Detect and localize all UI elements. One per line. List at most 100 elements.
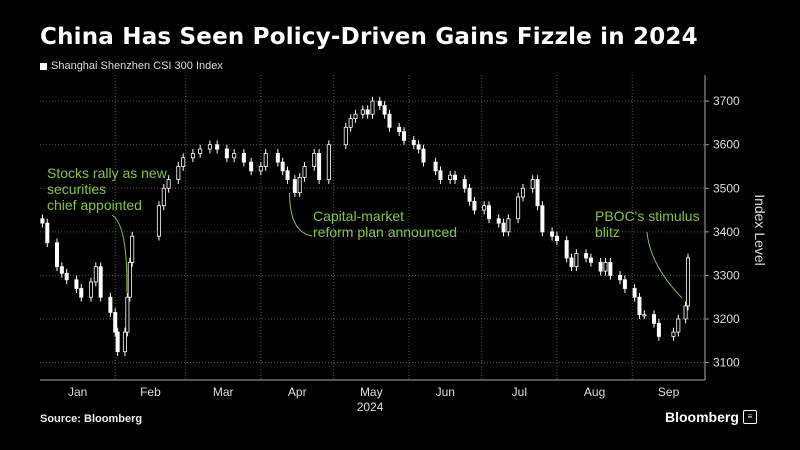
candle-body <box>54 242 59 268</box>
candle-body <box>64 272 69 281</box>
candle-body <box>438 170 443 180</box>
annotation-leader-line <box>111 214 128 293</box>
y-tick-label: 3700 <box>713 94 740 108</box>
candle-body <box>190 153 195 159</box>
candle-body <box>161 187 166 207</box>
candle-body <box>98 266 103 298</box>
candle-body <box>618 275 623 281</box>
candle-body <box>297 176 302 194</box>
candle-body <box>652 314 657 324</box>
y-tick-label: 3400 <box>713 225 740 239</box>
candle-body <box>598 261 603 272</box>
candle-body <box>387 113 392 128</box>
y-tick-label: 3200 <box>713 312 740 326</box>
x-axis-label: 2024 <box>357 400 384 414</box>
candle-body <box>79 288 84 298</box>
y-axis-label: Index Level <box>752 194 768 266</box>
candle-body <box>207 144 212 150</box>
x-tick-label: Jan <box>68 385 87 399</box>
bloomberg-terminal-icon: ≡ <box>742 410 757 424</box>
x-tick-label: Jul <box>512 385 527 399</box>
legend-swatch <box>40 62 47 70</box>
candle-body <box>584 253 589 259</box>
candle-body <box>241 153 246 163</box>
candle-body <box>302 166 307 178</box>
candle-body <box>127 261 132 298</box>
candle-body <box>285 170 290 180</box>
candle-body <box>683 305 688 320</box>
x-tick-label: Mar <box>213 385 234 399</box>
candle-body <box>554 235 559 241</box>
candle-body <box>156 205 161 237</box>
candle-body <box>564 240 569 259</box>
candle-body <box>125 296 130 333</box>
brand-logo: Bloomberg ≡ <box>665 409 757 425</box>
annotation-text: PBOC's stimulus <box>595 208 700 224</box>
candle-body <box>421 148 426 163</box>
candle-body <box>232 153 237 159</box>
candle-body <box>122 331 127 353</box>
candle-body <box>676 318 681 333</box>
candle-body <box>40 218 45 224</box>
annotation-text: securities <box>47 181 106 197</box>
annotation-text: reform plan announced <box>313 224 457 240</box>
candle-body <box>467 187 472 202</box>
y-tick-label: 3600 <box>713 138 740 152</box>
candle-body <box>280 161 285 172</box>
x-tick-label: Feb <box>140 385 161 399</box>
legend-label: Shanghai Shenzhen CSI 300 Index <box>51 60 223 72</box>
candle-body <box>93 266 98 283</box>
candle-body <box>215 144 220 150</box>
candle-body <box>370 100 375 115</box>
candle-body <box>569 257 574 268</box>
x-tick-label: Apr <box>288 385 307 399</box>
candle-body <box>632 288 637 298</box>
x-tick-label: Aug <box>584 385 605 399</box>
candle-body <box>535 179 540 207</box>
candle-body <box>360 109 365 115</box>
candle-body <box>453 174 458 180</box>
candle-body <box>501 222 506 233</box>
candle-body <box>108 296 113 313</box>
annotation-text: Capital-market <box>313 208 404 224</box>
annotation-text: blitz <box>595 224 620 240</box>
candle-body <box>312 153 317 167</box>
x-tick-label: Sep <box>658 385 680 399</box>
candle-body <box>348 118 353 128</box>
candle-body <box>382 105 387 115</box>
candle-body <box>353 113 358 119</box>
candle-body <box>622 279 627 289</box>
y-tick-label: 3500 <box>713 181 740 195</box>
candle-body <box>258 166 263 172</box>
candle-body <box>433 161 438 172</box>
candle-body <box>462 179 467 189</box>
candle-body <box>416 144 421 150</box>
candle-body <box>506 218 511 233</box>
candle-body <box>574 253 579 268</box>
candle-body <box>275 153 280 163</box>
candle-body <box>686 257 691 307</box>
candle-body <box>656 322 661 337</box>
annotation-text: Stocks rally as new <box>47 165 168 181</box>
candle-body <box>608 261 613 276</box>
candle-body <box>637 296 642 316</box>
legend: Shanghai Shenzhen CSI 300 Index <box>40 60 223 72</box>
candle-body <box>520 187 525 198</box>
candle-body <box>166 179 171 189</box>
candle-body <box>59 266 64 274</box>
candle-body <box>377 100 382 106</box>
x-tick-label: May <box>360 385 383 399</box>
candle-body <box>448 174 453 180</box>
candle-body <box>550 231 555 237</box>
candle-body <box>263 153 268 167</box>
candle-body <box>198 148 203 154</box>
annotation-leader-line <box>289 192 313 237</box>
candle-body <box>343 126 348 146</box>
candle-body <box>224 148 229 159</box>
candle-body <box>671 331 676 337</box>
x-tick-label: Jun <box>436 385 455 399</box>
candle-body <box>326 144 331 180</box>
candle-body <box>472 200 477 211</box>
candle-body <box>113 312 118 333</box>
